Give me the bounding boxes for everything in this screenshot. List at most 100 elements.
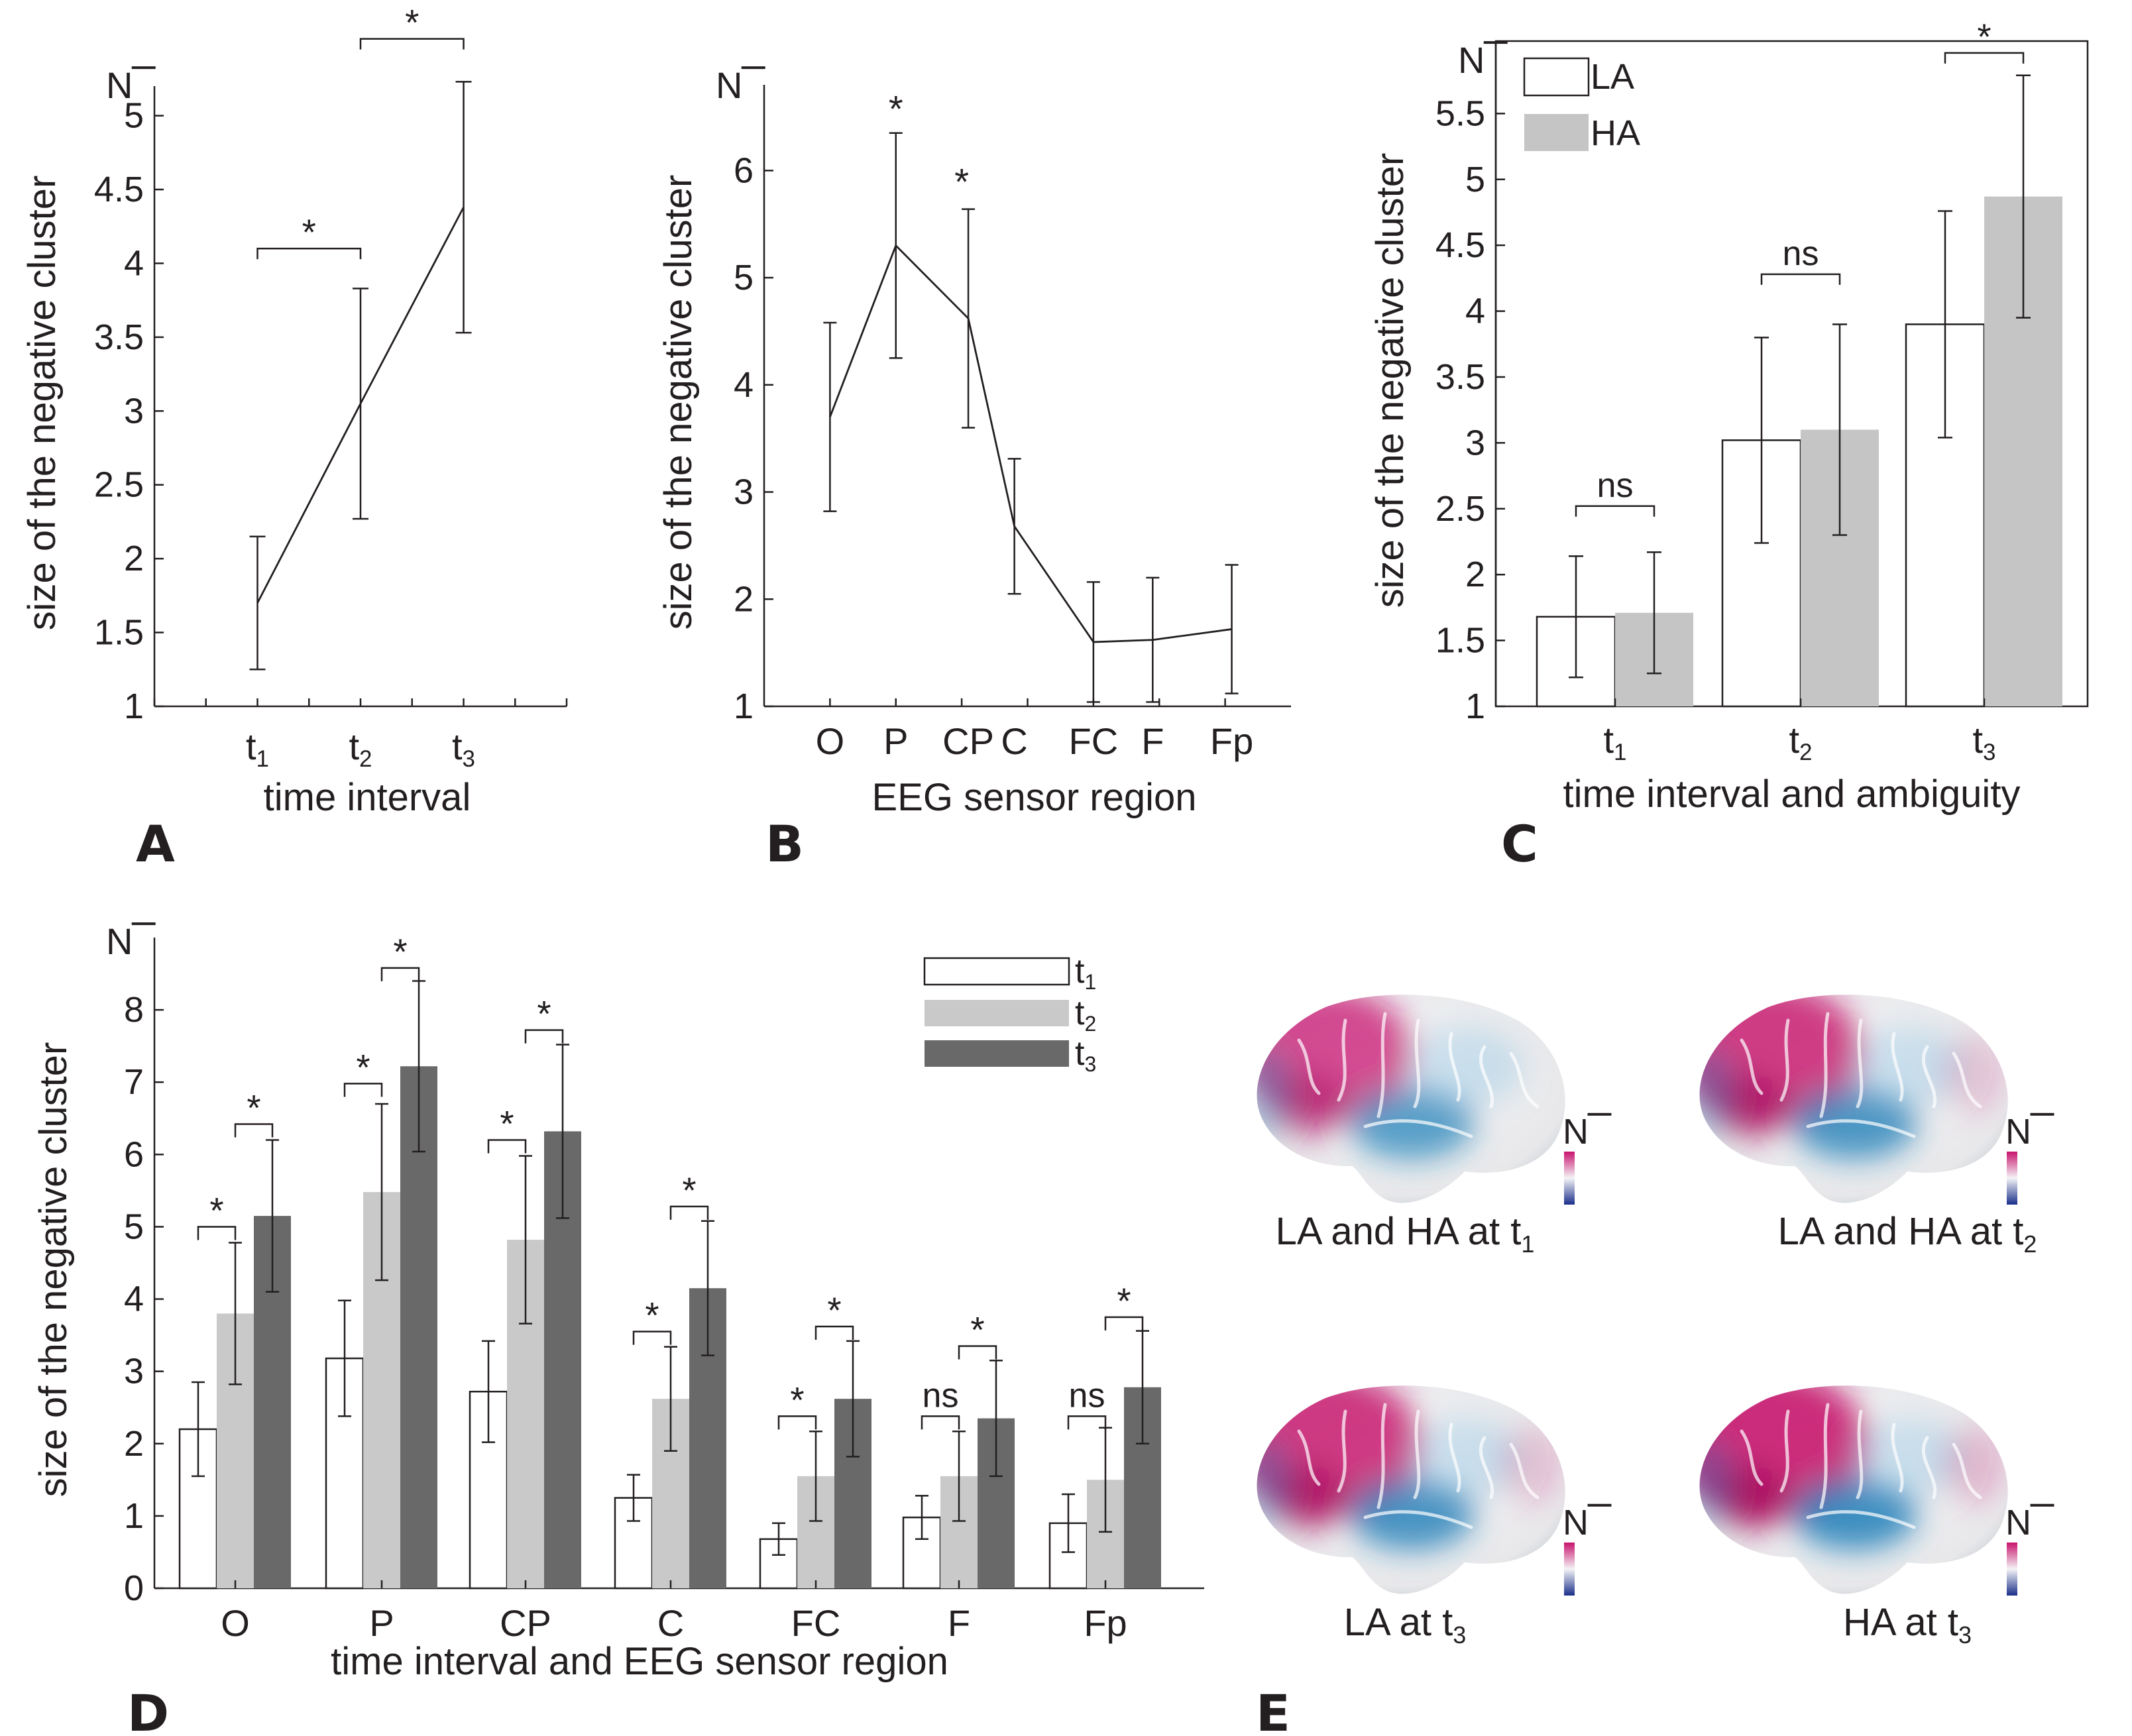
significance-bracket-line (524, 1029, 564, 1044)
brain-surface (1257, 995, 1565, 1203)
y-tick-label: 5 (1465, 160, 1485, 199)
y-tick-label: 2 (124, 539, 144, 578)
significance-bracket-line (343, 1083, 383, 1097)
x-tick-label: Fp (1210, 720, 1253, 762)
panel-e-brains: N LA and HA at t1 N LA and HA at t2 N LA at t… (1257, 995, 2054, 1649)
activation-negative-frontal (1848, 1418, 1967, 1497)
x-tick-label: FC (791, 1602, 841, 1644)
significance-bracket-line (1067, 1415, 1107, 1430)
significance-star: * (500, 1104, 514, 1144)
significance-group-0: ns (1575, 466, 1655, 517)
significance-C-0: * (632, 1295, 672, 1345)
activation-negative-edge (1699, 1438, 1735, 1531)
significance-bracket-line (1104, 1316, 1144, 1330)
significance-1-2: * (256, 212, 362, 260)
significance-bracket-line (921, 1415, 960, 1430)
significance-star: * (970, 1309, 984, 1350)
panel-label-D: D (127, 1684, 169, 1736)
brain-view-3 (1257, 1385, 1565, 1594)
legend-label-HA: HA (1591, 113, 1640, 153)
y-tick-label: 5 (124, 96, 144, 136)
sulcus (1921, 1045, 1937, 1109)
significance-ns: ns (1783, 235, 1819, 273)
significance-star: * (537, 994, 551, 1034)
y-tick-label: 3 (124, 1352, 144, 1391)
brain-sulci (1297, 1403, 1540, 1529)
error-bar-t1-CP (482, 1340, 495, 1443)
x-tick-label: C (657, 1602, 684, 1644)
activation-positive-frontal (1501, 1425, 1561, 1504)
x-tick-label: t1 (246, 726, 269, 772)
significance-C-1: * (669, 1170, 709, 1220)
y-tick-label: 5.5 (1435, 93, 1485, 133)
x-tick-label: FC (1069, 720, 1119, 762)
y-tick-label: 4 (1465, 292, 1485, 331)
sulcus (1363, 1119, 1473, 1138)
significance-star: * (645, 1295, 659, 1336)
y-tick-label: 0 (124, 1568, 144, 1608)
sulcus (1479, 1436, 1494, 1499)
error-bar-LA-t1 (1569, 555, 1583, 678)
significance-bracket-line (487, 1139, 527, 1154)
brain-view-2 (1699, 995, 2008, 1203)
y-tick-label: 2 (1465, 555, 1485, 594)
n-bar-label: N (106, 920, 156, 962)
data-point-t2 (353, 288, 368, 520)
panel-c-chart: 1 1.5 2 2.5 3 3.5 4 4.5 5 5.5 t1 t2 t3 ns ns * LA HA time … (1369, 17, 2089, 816)
sulcus (1891, 1423, 1904, 1493)
error-bar-t2-O (229, 1242, 242, 1385)
x-tick-label: t2 (1789, 719, 1812, 765)
sulcus (1448, 1032, 1461, 1102)
panel-label-E: E (1256, 1684, 1290, 1736)
data-point-C (1007, 458, 1021, 595)
data-point-P (889, 132, 903, 359)
significance-bracket-line (958, 1345, 997, 1360)
y-tick-label: 2.5 (94, 465, 144, 505)
sulcus (1337, 1409, 1347, 1493)
x-axis-label: time interval (264, 776, 471, 819)
data-point-t3 (455, 81, 472, 334)
brain-view-1 (1257, 995, 1565, 1203)
legend-swatch-t2 (925, 1000, 1069, 1026)
sulcus (1376, 1403, 1387, 1509)
sulcus (1921, 1436, 1937, 1499)
y-tick-label: 4 (124, 243, 144, 283)
panel-label-B: B (765, 814, 804, 873)
colorbar-4 (2007, 1543, 2017, 1596)
x-axis-label: EEG sensor region (871, 776, 1196, 819)
brain-caption-3: LA at t3 (1344, 1601, 1467, 1649)
significance-star: * (209, 1190, 223, 1230)
error-bar-t1-F (915, 1495, 928, 1541)
significance-ns: ns (1597, 466, 1634, 505)
sulcus (1740, 1429, 1764, 1486)
error-bar-HA-t3 (2016, 74, 2031, 319)
legend-swatch-LA (1523, 57, 1590, 97)
error-bar-t1-O (192, 1381, 205, 1478)
legend-label-t1: t1 (1075, 952, 1096, 994)
error-bar-HA-t2 (1832, 323, 1847, 536)
panel-label-C: C (1501, 814, 1538, 873)
n-letter: N (1563, 1112, 1589, 1152)
data-point-O (823, 321, 837, 512)
brain-surface (1699, 995, 2008, 1203)
y-tick-label: 4 (124, 1279, 144, 1319)
y-tick-label: 8 (124, 990, 144, 1030)
y-tick-label: 4.5 (94, 170, 144, 209)
significance-star: * (954, 161, 969, 203)
activation-negative-frontal (1848, 1027, 1967, 1107)
sulcus (1819, 1012, 1830, 1118)
y-tick-label: 3 (1465, 423, 1485, 462)
n-letter: N (2005, 1112, 2031, 1152)
x-tick-label: O (816, 720, 845, 762)
error-bar-HA-t1 (1647, 551, 1661, 675)
activation-negative-frontal (1405, 1418, 1524, 1497)
y-tick-label: 6 (124, 1134, 144, 1174)
significance-P-0: * (343, 1047, 383, 1097)
significance-star: * (1117, 1281, 1131, 1321)
y-tick-label: 3.5 (1435, 357, 1485, 397)
x-tick-label: P (883, 720, 908, 762)
sulcus (1479, 1045, 1494, 1109)
x-tick-label: P (369, 1602, 394, 1644)
